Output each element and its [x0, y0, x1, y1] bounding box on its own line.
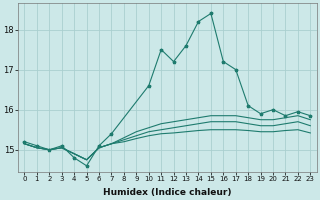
X-axis label: Humidex (Indice chaleur): Humidex (Indice chaleur)	[103, 188, 232, 197]
